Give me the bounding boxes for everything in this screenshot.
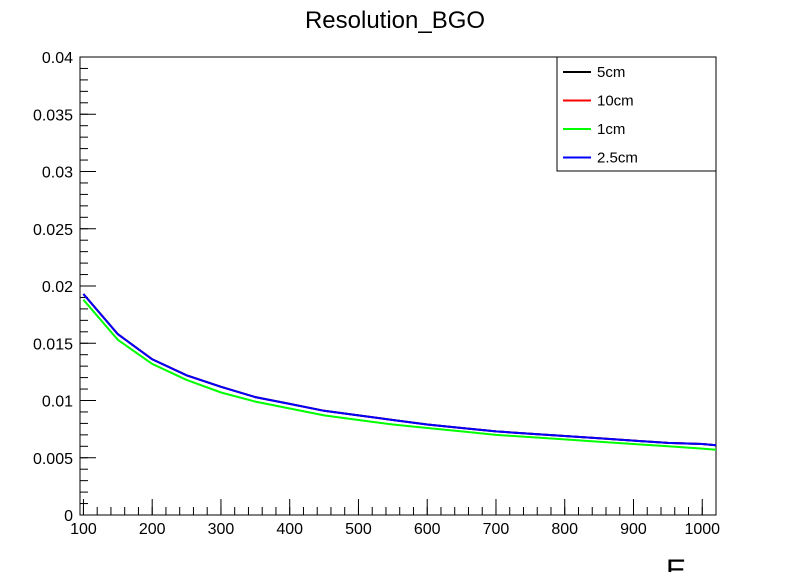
y-tick-label: 0.04 — [42, 50, 73, 67]
x-tick-label: 1000 — [684, 521, 720, 538]
series-line-10cm — [82, 293, 717, 447]
x-tick-label: 200 — [139, 521, 166, 538]
legend-box — [556, 56, 717, 172]
y-tick-label: 0.01 — [42, 394, 73, 411]
y-tick-label: 0.02 — [42, 279, 73, 296]
series-line-2.5cm — [82, 293, 717, 447]
y-tick-label: 0.025 — [33, 222, 73, 239]
y-tick-label: 0.03 — [42, 165, 73, 182]
y-tick-label: 0 — [64, 508, 73, 525]
x-tick-label: 700 — [483, 521, 510, 538]
x-tick-label: 900 — [620, 521, 647, 538]
legend-label: 2.5cm — [597, 150, 638, 167]
x-tick-label: 300 — [208, 521, 235, 538]
legend: 5cm 10cm 1cm 2.5cm — [556, 56, 717, 172]
x-tick-label: 500 — [345, 521, 372, 538]
x-tick-label: 600 — [414, 521, 441, 538]
series-layer — [82, 293, 717, 451]
x-tick-label: 800 — [551, 521, 578, 538]
y-tick-label: 0.015 — [33, 336, 73, 353]
series-line-1cm — [82, 299, 717, 451]
legend-label: 10cm — [597, 93, 634, 110]
y-tick-label: 0.005 — [33, 451, 73, 468]
legend-label: 5cm — [597, 64, 625, 81]
x-axis: 100 200 300 400 500 600 700 800 900 1000 — [70, 499, 720, 538]
y-axis: 0 0.005 0.01 0.015 0.02 0.025 0.03 0.035 0.04 — [33, 50, 96, 525]
chart-title: Resolution_BGO — [305, 7, 485, 34]
y-tick-label: 0.035 — [33, 107, 73, 124]
x-tick-label: 400 — [276, 521, 303, 538]
x-tick-label: 100 — [70, 521, 97, 538]
x-axis-label: E — [666, 554, 686, 572]
legend-label: 1cm — [597, 121, 625, 138]
series-line-5cm — [82, 293, 717, 447]
